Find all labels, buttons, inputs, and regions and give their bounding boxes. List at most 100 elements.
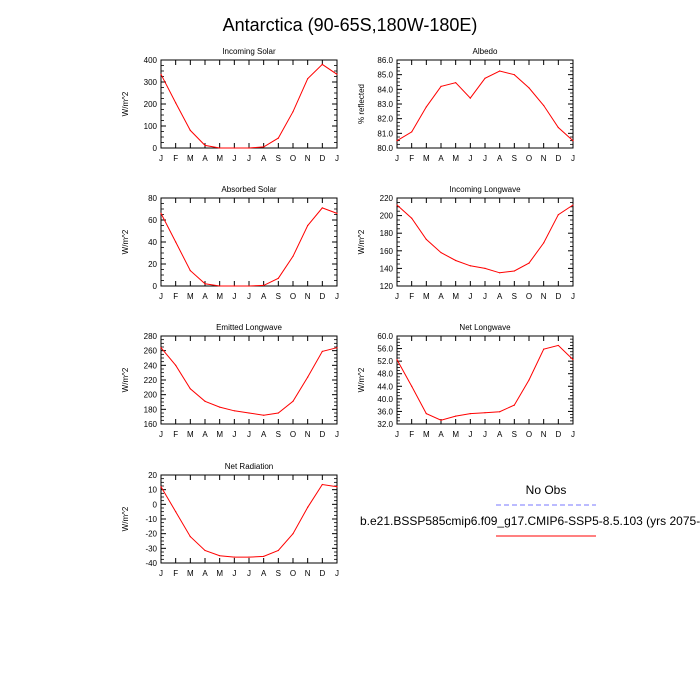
- incoming-longwave-series-line: [396, 204, 574, 274]
- x-tick-label: A: [261, 569, 267, 578]
- x-tick-label: J: [395, 154, 399, 163]
- x-tick-label: O: [290, 292, 296, 301]
- x-tick-label: A: [497, 292, 503, 301]
- x-tick-label: A: [202, 292, 208, 301]
- x-tick-label: O: [290, 154, 296, 163]
- y-tick-label: -20: [145, 530, 157, 539]
- incoming-solar-data-point: [204, 144, 206, 146]
- x-tick-label: O: [526, 430, 532, 439]
- albedo-data-point: [543, 104, 545, 107]
- x-tick-label: M: [452, 292, 459, 301]
- x-tick-label: A: [261, 154, 267, 163]
- net-longwave-data-point: [440, 419, 442, 421]
- y-tick-label: 83.0: [377, 100, 393, 109]
- x-tick-label: S: [512, 430, 517, 439]
- x-tick-label: A: [497, 430, 503, 439]
- y-tick-label: 80: [148, 194, 157, 203]
- y-tick-label: -30: [145, 544, 157, 553]
- plot-frame: [160, 59, 338, 149]
- absorbed-solar-data-point: [263, 284, 265, 287]
- x-tick-label: A: [202, 154, 208, 163]
- y-tick-label: 180: [144, 405, 158, 414]
- incoming-solar-data-point: [233, 147, 235, 149]
- x-tick-label: S: [276, 430, 281, 439]
- x-tick-label: M: [452, 430, 459, 439]
- y-tick-label: 40: [148, 238, 157, 247]
- legend-case-label: b.e21.BSSP585cmip6.f09_g17.CMIP6-SSP5-8.…: [360, 514, 700, 528]
- x-tick-label: S: [512, 154, 517, 163]
- x-tick-label: M: [216, 154, 223, 163]
- x-tick-label: D: [555, 292, 561, 301]
- net-longwave-data-point: [572, 358, 574, 361]
- incoming-longwave-data-point: [469, 265, 471, 267]
- absorbed-solar-data-point: [292, 255, 294, 257]
- absorbed-solar-data-point: [233, 285, 235, 287]
- x-tick-label: J: [571, 154, 575, 163]
- x-tick-label: J: [395, 292, 399, 301]
- x-tick-label: M: [187, 569, 194, 578]
- net-longwave-data-point: [396, 358, 398, 361]
- absorbed-solar-data-point: [307, 224, 309, 227]
- x-tick-label: J: [247, 430, 251, 439]
- x-tick-label: N: [541, 154, 547, 163]
- net-radiation-data-point: [292, 533, 294, 535]
- emitted-longwave-data-point: [248, 412, 250, 414]
- y-tick-label: 36.0: [377, 407, 393, 416]
- y-tick-label: 60: [148, 216, 157, 225]
- x-tick-label: M: [187, 292, 194, 301]
- x-tick-label: J: [395, 430, 399, 439]
- x-tick-label: J: [335, 154, 339, 163]
- x-tick-label: J: [159, 430, 163, 439]
- y-tick-label: 160: [144, 420, 158, 429]
- net-longwave-data-point: [543, 348, 545, 350]
- x-tick-label: J: [247, 154, 251, 163]
- y-tick-label: 400: [144, 56, 158, 65]
- x-tick-label: D: [319, 154, 325, 163]
- y-axis-label: W/m^2: [121, 229, 130, 254]
- incoming-longwave-data-point: [528, 262, 530, 264]
- x-tick-label: F: [173, 292, 178, 301]
- y-tick-label: 20: [148, 260, 157, 269]
- net-longwave-series-line: [396, 344, 574, 421]
- x-tick-label: N: [305, 430, 311, 439]
- incoming-solar-data-point: [321, 63, 323, 65]
- y-tick-label: 82.0: [377, 115, 393, 124]
- x-tick-label: O: [526, 292, 532, 301]
- y-tick-label: 32.0: [377, 420, 393, 429]
- net-longwave-data-point: [557, 344, 559, 347]
- albedo-data-point: [528, 87, 530, 89]
- emitted-longwave-data-point: [307, 376, 309, 378]
- x-tick-label: F: [409, 430, 414, 439]
- y-tick-label: 220: [380, 194, 394, 203]
- absorbed-solar-data-point: [219, 285, 221, 287]
- x-tick-label: D: [555, 430, 561, 439]
- x-tick-label: J: [159, 569, 163, 578]
- x-tick-label: M: [216, 569, 223, 578]
- x-tick-label: N: [541, 292, 547, 301]
- y-axis-label: W/m^2: [121, 367, 130, 392]
- incoming-longwave-data-point: [425, 238, 427, 240]
- x-tick-label: M: [216, 430, 223, 439]
- net-radiation-data-point: [248, 556, 250, 558]
- x-tick-label: D: [555, 154, 561, 163]
- net-radiation-data-point: [336, 486, 338, 488]
- net-longwave-data-point: [499, 411, 501, 413]
- absorbed-solar-data-point: [204, 283, 206, 285]
- plot-frame: [160, 335, 338, 425]
- y-tick-label: 0: [153, 282, 158, 291]
- net-longwave-data-point: [455, 415, 457, 417]
- incoming-longwave-data-point: [572, 204, 574, 206]
- figure-title: Antarctica (90-65S,180W-180E): [223, 15, 478, 35]
- y-tick-label: 48.0: [377, 370, 393, 379]
- x-tick-label: M: [216, 292, 223, 301]
- x-tick-label: F: [173, 154, 178, 163]
- x-tick-label: A: [261, 430, 267, 439]
- y-tick-label: 280: [144, 332, 158, 341]
- panel-title: Incoming Solar: [222, 47, 276, 56]
- albedo-data-point: [499, 70, 501, 72]
- x-tick-label: S: [512, 292, 517, 301]
- emitted-longwave-series-line: [160, 347, 338, 416]
